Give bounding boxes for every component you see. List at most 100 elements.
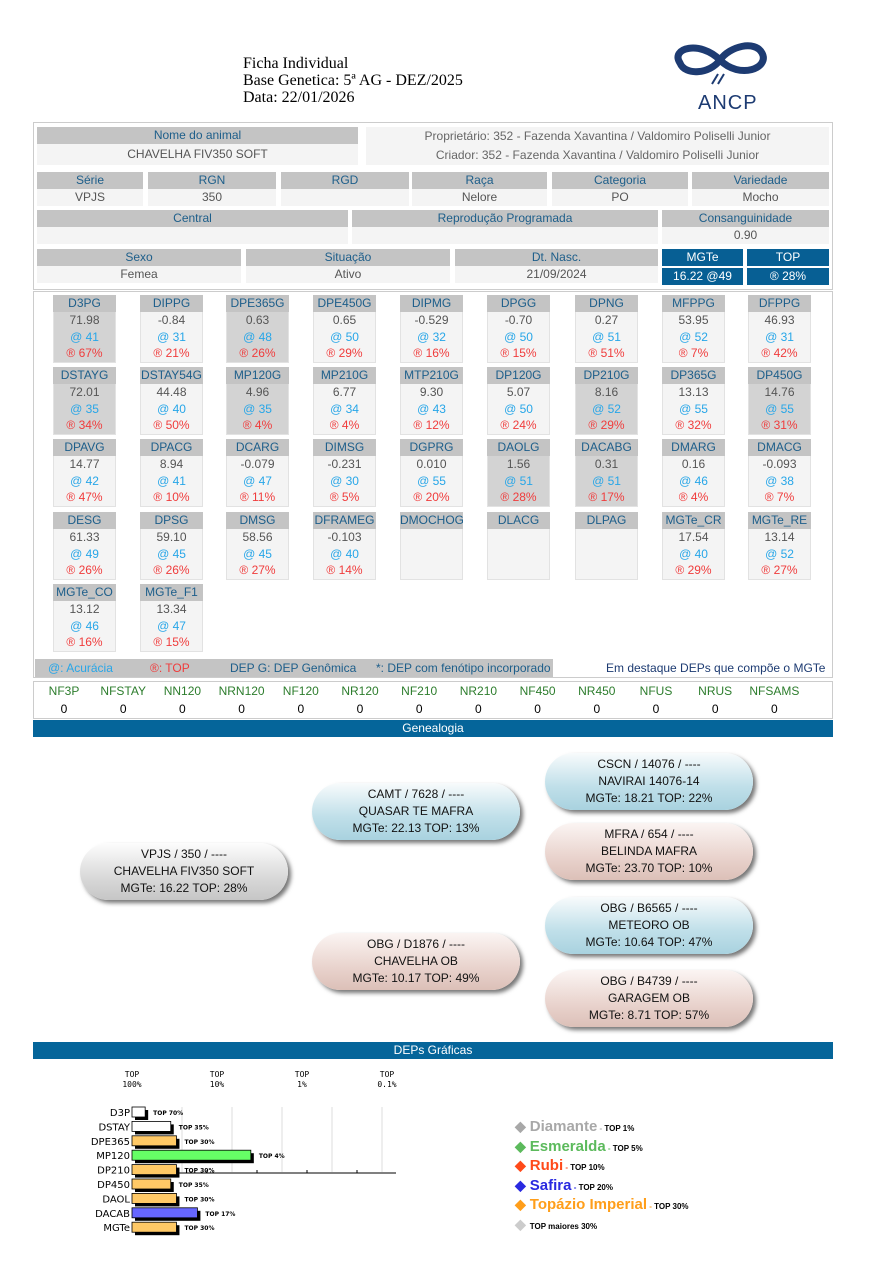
- gem-legend-item: ◆ Esmeralda - TOP 5%: [515, 1138, 643, 1155]
- category-label: DP450: [97, 1180, 130, 1191]
- dep-accuracy: @ 48: [243, 329, 272, 344]
- legend-top: ®: TOP: [150, 661, 190, 675]
- field-categoria: Categoria PO: [552, 172, 688, 206]
- dep-accuracy: @ 52: [679, 329, 708, 344]
- dep-body: 8.94 @ 41 ® 10%: [140, 456, 203, 507]
- bar-dstay: [131, 1121, 172, 1132]
- gem-icon: ◆: [515, 1196, 526, 1212]
- dep-card-mgte_cr: MGTe_CR 17.54 @ 40 ® 29%: [662, 512, 725, 580]
- dep-top: ® 4%: [329, 418, 360, 432]
- dep-name: DIMSG: [313, 439, 376, 456]
- dep-value: -0.231: [327, 457, 362, 471]
- dep-body: 13.34 @ 47 ® 15%: [140, 601, 203, 652]
- dep-accuracy: @ 52: [765, 546, 794, 561]
- dep-top: ® 42%: [761, 346, 798, 360]
- dep-card-mp120g: MP120G 4.96 @ 35 ® 4%: [226, 367, 289, 435]
- field-value: [37, 227, 348, 244]
- dep-name: DIPPG: [140, 295, 203, 312]
- gem-legend-item: ◆ TOP maiores 30%: [515, 1216, 597, 1233]
- pedigree-sire[interactable]: CAMT / 7628 / ---- QUASAR TE MAFRA MGTe: 2…: [312, 783, 520, 840]
- pedigree-paternal-granddam[interactable]: MFRA / 654 / ---- BELINDA MAFRA MGTe: 23.7…: [545, 823, 753, 880]
- dep-value: 8.94: [159, 457, 184, 471]
- dep-name: MP120G: [226, 367, 289, 384]
- field-value: Nelore: [412, 189, 547, 206]
- dep-body: [400, 529, 463, 580]
- pedigree-score: MGTe: 23.70 TOP: 10%: [585, 861, 713, 875]
- dep-body: 0.63 @ 48 ® 26%: [226, 312, 289, 363]
- pedigree-paternal-grandsire[interactable]: CSCN / 14076 / ---- NAVIRAI 14076-14 MGTe:…: [545, 753, 753, 810]
- dep-top: ® 67%: [66, 346, 103, 360]
- count-value: 0: [534, 702, 541, 716]
- field-value: 350: [148, 189, 276, 206]
- dep-body: -0.70 @ 50 ® 15%: [487, 312, 550, 363]
- dep-accuracy: @ 43: [417, 401, 446, 416]
- dep-name: DGPRG: [400, 439, 463, 456]
- category-label: DP210: [97, 1166, 130, 1177]
- dep-value: 53.95: [678, 313, 709, 327]
- dep-top: ® 34%: [66, 418, 103, 432]
- dep-top: ® 29%: [675, 563, 712, 577]
- field-label: Série: [37, 172, 143, 189]
- count-label: NFSTAY: [100, 684, 146, 698]
- dep-name: DP365G: [662, 367, 725, 384]
- dep-value: 44.48: [156, 385, 187, 399]
- dep-accuracy: @ 38: [765, 473, 794, 488]
- dep-top: ® 21%: [153, 346, 190, 360]
- pedigree-maternal-grandsire[interactable]: OBG / B6565 / ---- METEORO OB MGTe: 10.64 …: [545, 897, 753, 954]
- dep-card-dimsg: DIMSG -0.231 @ 30 ® 5%: [313, 439, 376, 507]
- legend-bg: [35, 659, 553, 677]
- gem-sep: -: [605, 1143, 613, 1153]
- dep-body: 53.95 @ 52 ® 7%: [662, 312, 725, 363]
- dep-accuracy: @ 31: [157, 329, 186, 344]
- gem-icon: ◆: [515, 1157, 526, 1173]
- x-tick-label: 0.1%: [377, 1080, 396, 1089]
- dep-top: ® 10%: [153, 490, 190, 504]
- dep-name: MFPPG: [662, 295, 725, 312]
- dep-value: 14.76: [764, 385, 795, 399]
- gem-icon: ◆: [515, 1176, 526, 1193]
- bar-label: TOP 30%: [184, 1225, 214, 1232]
- pedigree-id: MFRA / 654 / ----: [604, 827, 694, 841]
- dep-accuracy: @ 30: [330, 473, 359, 488]
- dep-accuracy: @ 51: [504, 473, 533, 488]
- pedigree-name: GARAGEM OB: [607, 991, 690, 1005]
- bar-dp450: [131, 1178, 172, 1190]
- dep-value: 0.63: [245, 313, 270, 327]
- dep-card-dacabg: DACABG 0.31 @ 51 ® 17%: [575, 439, 638, 507]
- dep-name: MGTe_F1: [140, 584, 203, 601]
- pedigree-maternal-granddam[interactable]: OBG / B4739 / ---- GARAGEM OB MGTe: 8.71 T…: [545, 970, 753, 1027]
- count-nrn120: NRN120 0: [212, 684, 272, 716]
- dep-card-mgte_re: MGTe_RE 13.14 @ 52 ® 27%: [748, 512, 811, 580]
- dep-card-dlpag: DLPAG: [575, 512, 638, 580]
- dep-name: DIPMG: [400, 295, 463, 312]
- field-label: Variedade: [692, 172, 829, 189]
- dep-name: DPACG: [140, 439, 203, 456]
- dep-accuracy: @ 51: [592, 473, 621, 488]
- dep-top: ® 29%: [588, 418, 625, 432]
- x-tick-label: 1%: [297, 1080, 307, 1089]
- field-label: RGN: [148, 172, 276, 189]
- dep-accuracy: @ 35: [70, 401, 99, 416]
- dep-name: DFRAMEG: [313, 512, 376, 529]
- pedigree-animal[interactable]: VPJS / 350 / ---- CHAVELHA FIV350 SOFT MGT…: [80, 843, 288, 900]
- gem-legend-item: ◆ Topázio Imperial - TOP 30%: [515, 1196, 689, 1213]
- pedigree-id: VPJS / 350 / ----: [140, 847, 228, 861]
- graphs-header: DEPs Gráficas: [33, 1042, 833, 1059]
- count-nfstay: NFSTAY 0: [93, 684, 153, 716]
- count-value: 0: [652, 702, 660, 716]
- legend-phenotype: *: DEP com fenótipo incorporado: [376, 661, 551, 675]
- dep-accuracy: @ 52: [592, 401, 621, 416]
- pedigree-id: OBG / B6565 / ----: [600, 901, 698, 915]
- breeder: Criador: 352 - Fazenda Xavantina / Valdo…: [435, 148, 760, 162]
- field-label: Situação: [246, 249, 450, 266]
- field-label: RGD: [281, 172, 409, 189]
- dep-value: 58.56: [242, 530, 273, 544]
- dep-value: [401, 529, 462, 546]
- dep-body: 0.31 @ 51 ® 17%: [575, 456, 638, 507]
- count-value: 0: [297, 702, 305, 716]
- pedigree-score: MGTe: 10.17 TOP: 49%: [352, 971, 480, 985]
- pedigree-dam[interactable]: OBG / D1876 / ---- CHAVELHA OB MGTe: 10.17…: [312, 933, 520, 990]
- x-tick-label: TOP: [125, 1070, 140, 1079]
- legend-highlight: Em destaque DEPs que compõe o MGTe: [606, 661, 826, 675]
- dep-top: ® 32%: [675, 418, 712, 432]
